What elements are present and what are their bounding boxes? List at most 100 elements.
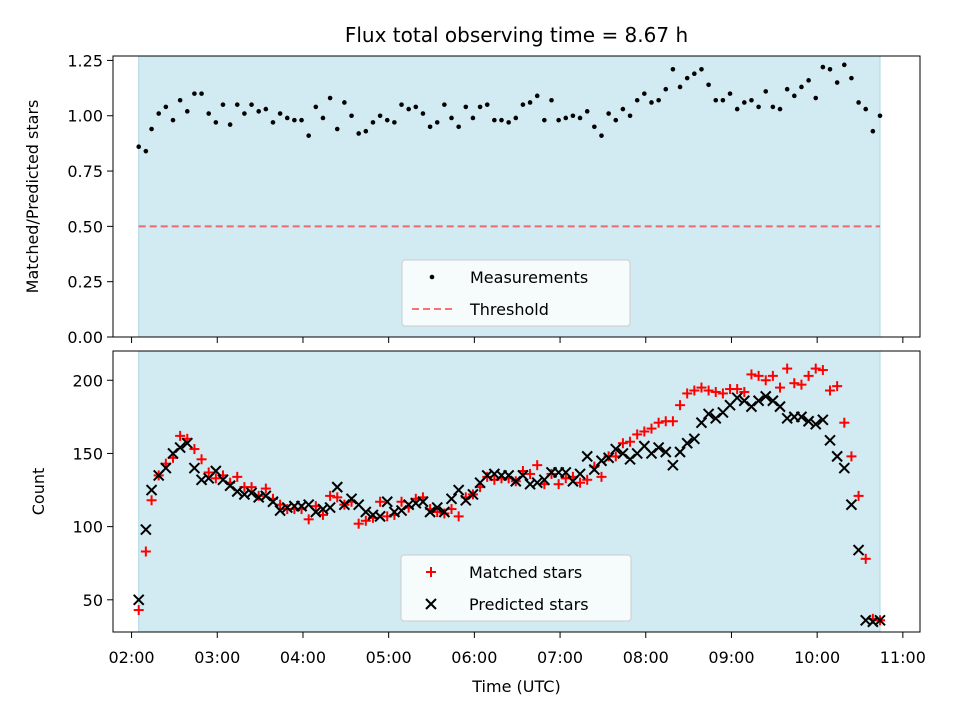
y-tick-label: 50 [83,591,103,610]
predicted-star-point [602,452,615,464]
measurement-point [720,97,726,103]
matched-star-point [789,378,800,389]
y-tick-label: 150 [72,444,103,463]
predicted-star-point [574,468,586,480]
matched-star-point [703,385,714,396]
measurement-point [220,102,226,107]
measurement-point [234,102,240,107]
x-tick-label: 06:00 [451,648,497,667]
matched-star-point [325,490,336,501]
predicted-star-point [838,462,851,474]
predicted-star-point [181,437,193,449]
matched-star-point [260,483,271,494]
measurement-point [570,113,576,119]
measurement-point [549,97,554,103]
measurement-point [263,106,269,112]
measurement-point [527,100,533,105]
measurement-point [649,100,654,105]
matched-star-point [860,553,871,564]
predicted-star-point [702,408,715,420]
matched-star-point [532,460,543,471]
measurement-point [520,102,526,107]
measurement-point [384,117,390,123]
matched-star-point [146,495,157,506]
measurement-point [463,104,469,110]
x-tick-label: 02:00 [109,648,155,667]
measurement-point [456,124,461,130]
matched-star-point [746,369,757,380]
measurement-point [470,115,476,121]
measurement-point [136,144,142,150]
measurement-point [670,66,676,72]
predicted-star-point [445,493,458,505]
measurement-point [692,71,697,77]
predicted-star-point [452,484,465,496]
y-tick-label: 0.00 [67,328,103,347]
count-panel: 50 100 150 200 Count Matched stars Predicted s… [29,350,921,638]
measurement-point [334,126,340,132]
predicted-star-point [331,481,343,493]
matched-star-point [839,417,850,428]
measurement-point [834,80,840,85]
measurement-point [356,131,361,136]
measurement-point [420,111,426,116]
x-tick-label: 08:00 [623,648,669,667]
predicted-star-point [760,390,772,403]
predicted-star-point [374,510,386,523]
matched-star-point [696,382,707,393]
matched-star-point [140,546,151,557]
matched-star-point [739,386,750,397]
measurement-point [577,115,583,121]
measurement-point [749,97,754,103]
legend: Matched stars Predicted stars [400,554,632,622]
matched-star-point [553,479,564,490]
matched-star-point [375,496,386,507]
measurement-point [642,91,647,96]
measurement-point [592,124,597,130]
measurement-point [727,91,733,96]
matched-star-point [332,492,343,503]
matched-star-point [846,451,857,462]
matched-star-point [810,363,821,374]
y-tick-label: 0.25 [67,273,103,292]
measurement-point [392,120,397,125]
x-tick-label: 04:00 [280,648,326,667]
legend-box [400,554,632,622]
legend-label: Measurements [470,268,588,287]
measurement-point [877,113,883,119]
predicted-star-point [581,450,593,463]
measurement-point [227,122,233,127]
measurement-point [163,104,169,110]
predicted-star-point [560,466,572,479]
predicted-star-point [231,485,243,498]
y-tick-label: 0.50 [67,217,103,236]
measurement-point [363,128,369,134]
measurement-point [713,97,719,103]
matched-star-point [625,436,636,447]
measurement-point [313,104,319,110]
matched-star-point [632,429,643,440]
predicted-star-point [188,462,201,474]
matched-star-point [203,467,214,478]
measurement-point [763,89,769,94]
legend-box [401,259,631,327]
measurement-point [277,111,283,116]
measurement-point [663,86,669,92]
predicted-star-point [731,392,743,404]
measurement-point [770,104,776,110]
matched-star-point [303,514,314,525]
measurement-point [856,100,861,105]
measurement-point [270,120,276,125]
measurement-point [170,117,176,123]
matched-star-point [525,468,536,479]
predicted-star-point [674,446,686,458]
matched-star-point [546,468,557,479]
predicted-star-point [874,614,886,626]
matched-star-point [853,490,864,501]
predicted-star-point [133,594,145,606]
y-axis-label: Count [29,468,48,516]
measurement-point [584,109,590,114]
measurement-point [349,113,354,119]
ratio-panel: 0.00 0.25 0.50 0.75 1.00 1.25 Matched/Predicte… [23,51,921,347]
x-axis-label: Time (UTC) [471,677,560,696]
